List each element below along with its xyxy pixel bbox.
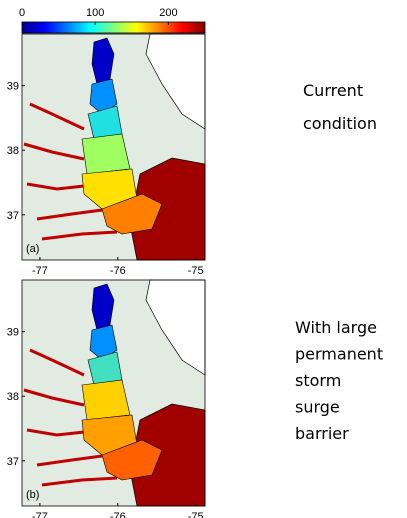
tributary [26,182,85,191]
bay-region [101,439,163,481]
tributary [29,102,85,131]
caption-line: surge [295,398,340,417]
tributary [26,428,85,437]
tributary [23,142,85,161]
y-tick-label: 39 [7,81,19,93]
panel-label: (a) [26,243,39,255]
bay-region [91,283,115,331]
y-tick-label: 39 [7,327,19,339]
colorbar-tick-label: 0 [19,7,25,19]
y-tick-label: 37 [7,456,19,468]
caption-line: permanent [295,345,383,364]
panel-frame [21,279,206,507]
x-tick-label: -76 [110,265,126,277]
colorbar-tick-label: 200 [159,7,177,19]
caption-line: Current [303,81,363,100]
tributary [41,230,118,241]
caption-line: condition [303,114,377,133]
x-tick-label: -77 [32,511,48,518]
tributary [29,348,85,377]
tributary [36,208,103,221]
tributary [41,476,118,487]
bay-region [81,379,131,421]
map-panel: (a) [21,33,206,261]
panel-frame [21,33,206,261]
y-tick-label: 37 [7,210,19,222]
bay-region [81,133,131,175]
y-tick-label: 38 [7,391,19,403]
panel-label: (b) [26,489,39,501]
colorbar [21,21,206,34]
caption-line: With large [295,318,377,337]
tributary [23,388,85,407]
bay-region [101,193,163,235]
x-tick-label: -75 [188,265,204,277]
bay-region [91,37,115,85]
x-tick-label: -76 [110,511,126,518]
x-tick-label: -77 [32,265,48,277]
y-tick-label: 38 [7,145,19,157]
map-panel: (b) [21,279,206,507]
caption-line: barrier [295,424,349,443]
caption-line: storm [295,371,341,390]
colorbar-tick-label: 100 [86,7,104,19]
x-tick-label: -75 [188,511,204,518]
tributary [36,454,103,467]
